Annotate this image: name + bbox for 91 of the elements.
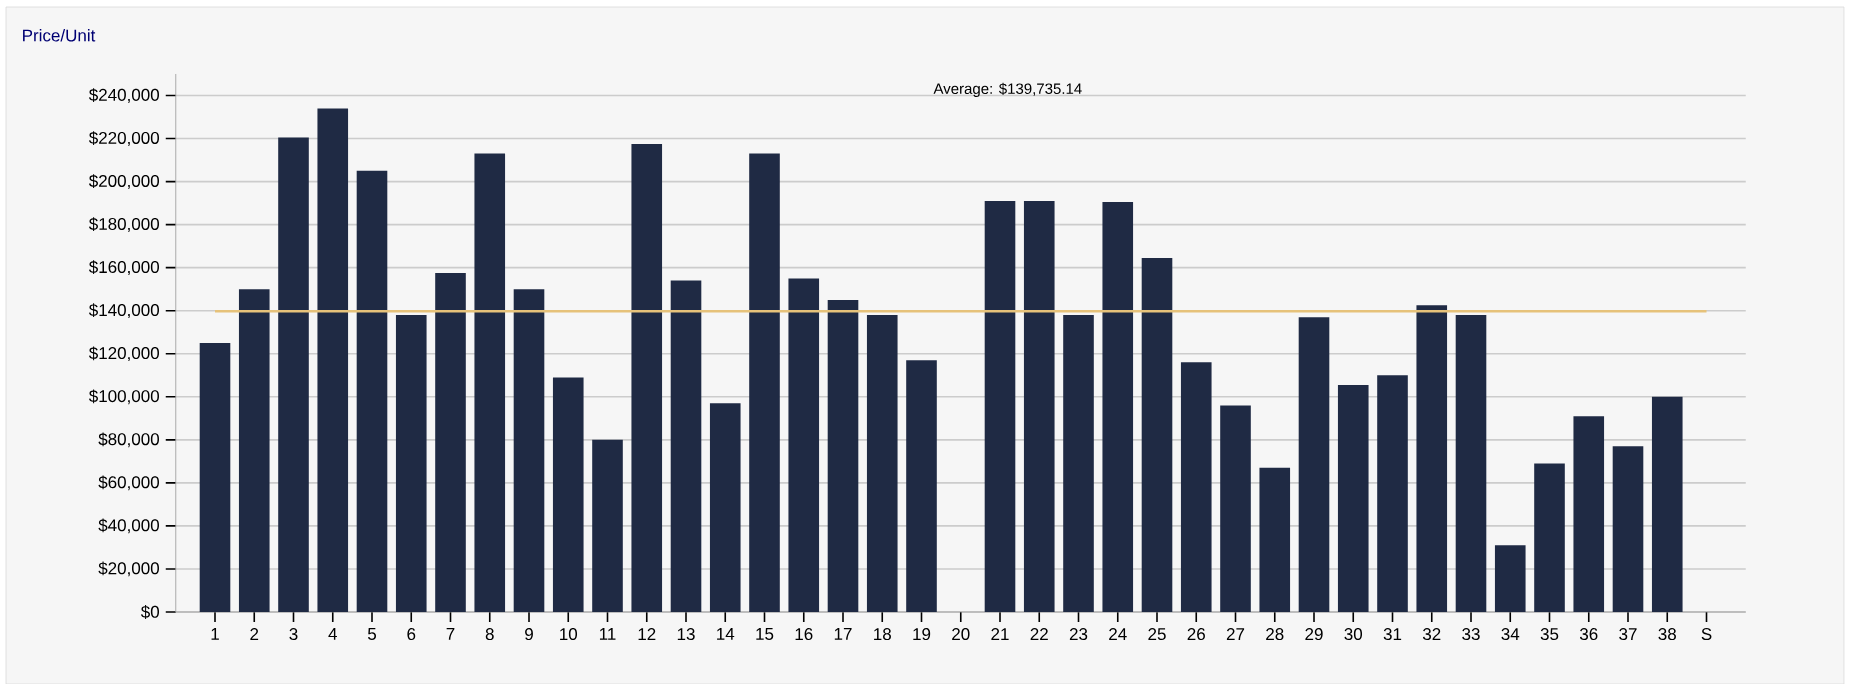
x-tick-label: 35 <box>1540 627 1559 640</box>
x-tick-label: 30 <box>1344 627 1363 640</box>
x-tick-label: 19 <box>913 627 931 640</box>
bar <box>631 143 663 612</box>
x-tick-label: 36 <box>1579 627 1598 640</box>
bar <box>1102 201 1134 612</box>
bar <box>1416 305 1448 612</box>
x-tick-label: 10 <box>560 627 578 640</box>
x-tick-label: 21 <box>991 627 1009 640</box>
bar <box>1220 405 1251 612</box>
x-tick-label: 13 <box>677 627 695 640</box>
y-tick-label: $40,000 <box>98 518 159 534</box>
x-tick-label: S <box>1701 627 1712 640</box>
bar <box>1455 314 1487 612</box>
bar <box>1141 257 1173 612</box>
y-tick-label: $240,000 <box>88 87 159 103</box>
x-tick-label: 22 <box>1030 627 1048 640</box>
x-tick-label: 3 <box>289 627 298 640</box>
bar <box>906 360 937 612</box>
bar <box>513 289 545 612</box>
y-tick-label: $200,000 <box>88 174 159 189</box>
bar <box>474 153 506 612</box>
x-tick-label: 33 <box>1462 627 1480 640</box>
bar <box>1377 375 1408 612</box>
x-tick-label: 1 <box>211 627 219 640</box>
bar <box>592 439 623 612</box>
x-tick-label: 29 <box>1305 627 1323 640</box>
bar <box>749 153 780 612</box>
x-tick-label: 25 <box>1148 627 1166 640</box>
bar <box>395 314 427 612</box>
y-tick-label: $140,000 <box>88 303 159 318</box>
y-tick-label: $160,000 <box>88 260 159 275</box>
x-tick-label: 37 <box>1619 627 1637 640</box>
x-tick-label: 34 <box>1501 627 1520 640</box>
x-tick-label: 16 <box>795 627 813 640</box>
y-tick-label: $60,000 <box>98 475 159 491</box>
x-tick-label: 24 <box>1109 627 1127 640</box>
x-tick-label: 5 <box>367 627 377 640</box>
bar <box>866 314 898 612</box>
x-tick-label: 17 <box>834 627 852 640</box>
bar <box>1534 463 1565 612</box>
x-tick-label: 27 <box>1226 627 1245 640</box>
x-tick-label: 38 <box>1658 627 1676 640</box>
y-axis-title: Price/Unit <box>23 28 96 42</box>
bar <box>1612 446 1644 612</box>
x-tick-label: 23 <box>1069 627 1088 640</box>
x-tick-label: 31 <box>1383 627 1402 640</box>
bar <box>1259 467 1291 612</box>
bar <box>552 377 584 612</box>
bar <box>1651 396 1683 612</box>
bar <box>1063 314 1094 612</box>
x-tick-label: 14 <box>717 627 735 640</box>
x-tick-label: 20 <box>952 627 970 640</box>
y-tick-label: $80,000 <box>98 432 159 448</box>
bar <box>827 299 859 612</box>
x-tick-label: 7 <box>446 627 455 640</box>
bar <box>1337 384 1369 612</box>
x-tick-label: 2 <box>250 627 259 640</box>
bar <box>1298 316 1330 612</box>
bar <box>984 200 1016 612</box>
bar <box>1180 362 1212 612</box>
x-tick-label: 11 <box>599 627 616 640</box>
bar <box>238 289 270 612</box>
x-tick-label: 12 <box>638 627 656 640</box>
bar <box>1023 200 1055 612</box>
y-tick-label: $180,000 <box>88 217 159 232</box>
x-tick-label: 32 <box>1422 627 1441 640</box>
y-tick-label: $20,000 <box>98 561 159 577</box>
x-tick-label: 15 <box>756 627 774 640</box>
bar <box>670 280 702 612</box>
bar <box>788 278 820 612</box>
y-tick-label: $120,000 <box>88 346 159 361</box>
bar <box>278 137 309 612</box>
bar <box>709 403 741 612</box>
bar <box>199 342 231 612</box>
x-tick-label: 6 <box>407 627 416 640</box>
x-tick-label: 9 <box>525 627 533 640</box>
x-tick-label: 4 <box>328 627 337 640</box>
bar <box>356 170 388 612</box>
y-tick-label: $0 <box>140 604 160 619</box>
annotation: Average: $139,735.14 <box>933 82 1082 97</box>
bar <box>1494 545 1526 612</box>
bar <box>435 272 466 612</box>
y-tick-label: $100,000 <box>88 389 159 404</box>
x-tick-label: 18 <box>874 627 891 640</box>
x-tick-label: 26 <box>1187 627 1205 640</box>
y-tick-label: $220,000 <box>88 130 159 146</box>
bar <box>317 108 349 612</box>
bar <box>1573 415 1605 612</box>
x-tick-label: 28 <box>1266 627 1284 640</box>
x-tick-label: 8 <box>485 627 494 640</box>
